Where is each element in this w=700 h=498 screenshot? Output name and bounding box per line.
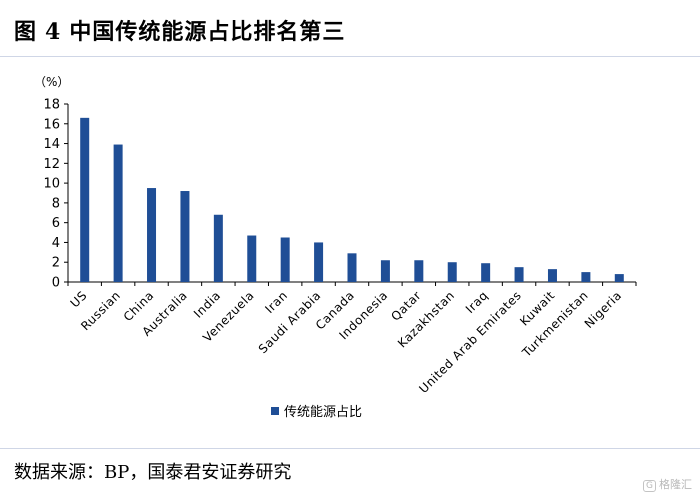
x-category-label: US	[68, 288, 90, 310]
bar-qatar	[414, 260, 424, 282]
legend-label: 传统能源占比	[284, 405, 362, 420]
figure-number: 4	[45, 19, 62, 45]
bar-nigeria	[614, 274, 624, 282]
bar-venezuela	[247, 235, 257, 282]
x-category-label: Nigeria	[582, 288, 625, 331]
bar-india	[213, 214, 223, 282]
bar-chart: （%）024681012141618USRussianChinaAustrali…	[34, 75, 637, 420]
y-unit-label: （%）	[34, 75, 69, 89]
watermark-logo: G	[643, 480, 656, 492]
y-tick-label: 12	[43, 157, 60, 172]
watermark-text: 格隆汇	[659, 478, 692, 491]
bar-saudi-arabia	[314, 242, 324, 282]
y-tick-label: 18	[43, 98, 60, 113]
legend-swatch	[271, 407, 279, 415]
y-tick-label: 8	[52, 196, 60, 211]
y-tick-label: 16	[43, 117, 60, 132]
figure-title: 图 4 中国传统能源占比排名第三	[14, 14, 345, 46]
figure-title-text: 中国传统能源占比排名第三	[69, 19, 346, 45]
bottom-divider	[0, 448, 700, 449]
source-note: 数据来源：BP，国泰君安证券研究	[14, 462, 292, 483]
bar-kazakhstan	[447, 262, 457, 282]
y-tick-label: 4	[52, 236, 60, 251]
bar-united-arab-emirates	[514, 267, 524, 282]
bar-kuwait	[547, 269, 557, 282]
bar-australia	[180, 191, 190, 282]
x-category-label: Iraq	[463, 288, 491, 316]
bar-canada	[347, 253, 357, 282]
bar-russian	[113, 144, 123, 282]
top-divider	[0, 56, 700, 57]
bar-indonesia	[380, 260, 390, 282]
bar-iraq	[481, 263, 491, 282]
bar-iran	[280, 237, 290, 282]
y-tick-label: 10	[43, 177, 60, 192]
figure-prefix: 图	[14, 19, 38, 45]
watermark: G 格隆汇	[643, 476, 692, 492]
bar-turkmenistan	[581, 272, 591, 282]
bar-us	[80, 117, 90, 282]
y-tick-label: 2	[52, 256, 60, 271]
bar-china	[147, 188, 157, 282]
y-tick-label: 6	[52, 216, 60, 231]
x-category-label: Iran	[262, 288, 290, 316]
y-tick-label: 0	[52, 276, 60, 291]
y-tick-label: 14	[43, 137, 60, 152]
